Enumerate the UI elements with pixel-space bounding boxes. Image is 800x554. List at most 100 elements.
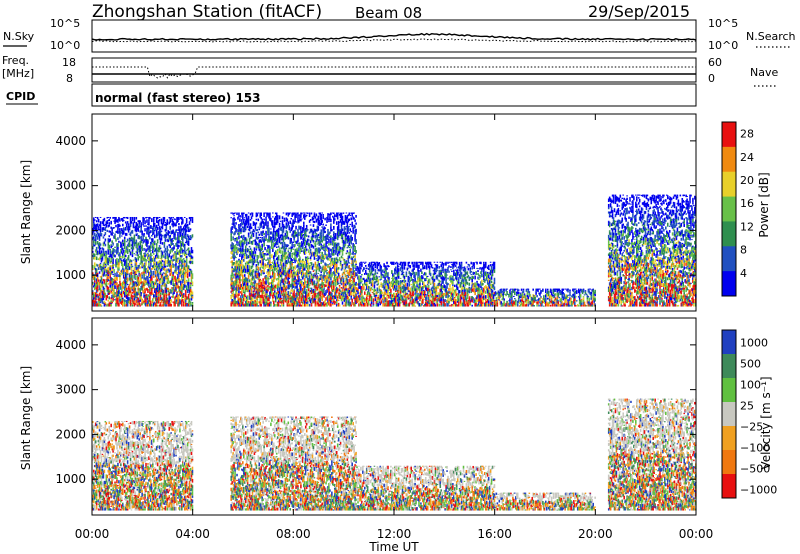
echo-cell	[311, 274, 313, 276]
echo-cell	[313, 270, 315, 272]
echo-cell	[322, 224, 324, 226]
echo-cell	[269, 246, 271, 248]
echo-cell	[336, 221, 338, 225]
echo-cell	[347, 250, 349, 252]
echo-cell	[263, 269, 265, 272]
echo-cell	[349, 299, 351, 302]
echo-cell	[122, 298, 124, 299]
echo-cell	[105, 232, 107, 235]
echo-cell	[273, 297, 275, 298]
echo-cell	[308, 258, 310, 259]
echo-cell	[288, 291, 290, 295]
echo-cell	[265, 259, 267, 260]
echo-cell	[342, 257, 344, 258]
echo-cell	[347, 279, 349, 282]
echo-cell	[245, 247, 247, 249]
echo-cell	[169, 235, 171, 237]
echo-cell	[259, 267, 261, 268]
echo-cell	[273, 232, 275, 234]
echo-cell	[316, 283, 318, 286]
echo-cell	[264, 267, 266, 269]
echo-cell	[346, 266, 348, 268]
echo-cell	[120, 256, 122, 257]
echo-cell	[253, 254, 255, 255]
echo-cell	[119, 219, 121, 221]
echo-cell	[284, 220, 286, 222]
echo-cell	[238, 291, 240, 293]
echo-cell	[347, 263, 349, 265]
echo-cell	[165, 261, 167, 264]
echo-cell	[250, 232, 252, 234]
echo-cell	[300, 291, 302, 293]
echo-cell	[100, 228, 102, 232]
echo-cell	[350, 246, 352, 248]
echo-cell	[137, 277, 139, 280]
echo-cell	[134, 218, 136, 219]
echo-cell	[260, 273, 262, 276]
echo-cell	[257, 213, 259, 216]
echo-cell	[294, 244, 296, 247]
echo-cell	[267, 301, 269, 303]
echo-cell	[258, 213, 260, 214]
echo-cell	[152, 250, 154, 253]
echo-cell	[150, 245, 152, 248]
echo-cell	[181, 290, 183, 293]
echo-cell	[304, 213, 306, 214]
echo-cell	[331, 293, 333, 296]
echo-cell	[183, 270, 185, 271]
echo-cell	[238, 213, 240, 216]
echo-cell	[293, 289, 295, 290]
echo-cell	[107, 274, 109, 276]
echo-cell	[186, 258, 188, 262]
echo-cell	[125, 229, 127, 231]
echo-cell	[288, 250, 290, 251]
echo-cell	[157, 239, 159, 242]
echo-cell	[141, 244, 143, 247]
echo-cell	[131, 264, 133, 265]
echo-cell	[349, 249, 351, 253]
echo-cell	[345, 242, 347, 244]
echo-cell	[110, 221, 112, 225]
echo-cell	[337, 296, 339, 298]
echo-cell	[236, 241, 238, 244]
echo-cell	[192, 218, 194, 219]
echo-cell	[130, 224, 132, 227]
echo-cell	[143, 225, 145, 226]
echo-cell	[110, 304, 112, 307]
echo-cell	[166, 230, 168, 231]
echo-cell	[309, 275, 311, 279]
echo-cell	[288, 281, 290, 285]
echo-cell	[341, 282, 343, 283]
echo-cell	[143, 233, 145, 235]
echo-cell	[190, 287, 192, 289]
echo-cell	[94, 280, 96, 282]
echo-cell	[109, 249, 111, 250]
echo-cell	[346, 213, 348, 214]
echo-cell	[184, 246, 186, 250]
echo-cell	[152, 298, 154, 301]
echo-cell	[94, 262, 96, 266]
echo-cell	[113, 296, 115, 298]
echo-cell	[169, 226, 171, 230]
echo-cell	[158, 223, 160, 226]
echo-cell	[124, 237, 126, 240]
echo-cell	[329, 253, 331, 254]
echo-cell	[145, 300, 147, 303]
echo-cell	[114, 255, 116, 258]
echo-cell	[287, 231, 289, 234]
echo-cell	[337, 218, 339, 220]
echo-cell	[165, 222, 167, 223]
echo-cell	[137, 242, 139, 245]
echo-cell	[286, 264, 288, 267]
echo-cell	[246, 241, 248, 243]
echo-cell	[299, 257, 301, 259]
echo-cell	[289, 254, 291, 258]
echo-cell	[260, 280, 262, 282]
echo-cell	[232, 239, 234, 241]
echo-cell	[339, 253, 341, 255]
echo-cell	[338, 267, 340, 269]
echo-cell	[176, 249, 178, 253]
echo-cell	[118, 262, 120, 265]
echo-cell	[100, 217, 102, 218]
echo-cell	[267, 224, 269, 227]
